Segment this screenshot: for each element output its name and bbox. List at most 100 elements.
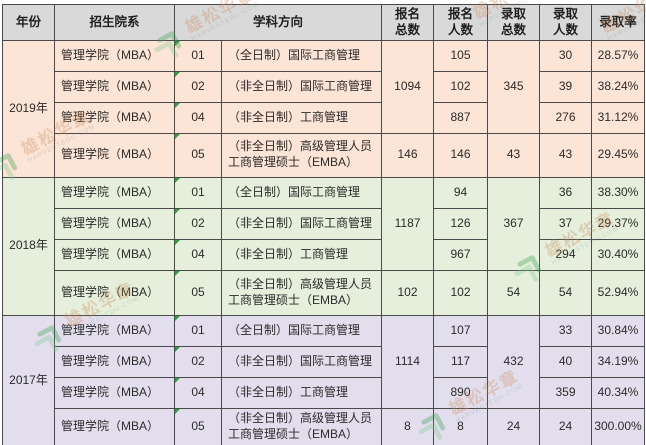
green-corner-flag-icon [175, 347, 180, 352]
code-cell: 05 [174, 407, 222, 445]
table-row: 管理学院（MBA） 04 （非全日制）工商管理 967 294 30.40% [3, 238, 646, 271]
rate-cell: 300.00% [591, 407, 646, 445]
apply-count-cell: 107 [433, 314, 489, 347]
admit-count-cell: 43 [539, 132, 593, 178]
admit-total-cell: 432 [487, 314, 541, 409]
dept-cell: 管理学院（MBA） [54, 70, 175, 103]
admit-total-cell: 54 [487, 269, 541, 316]
apply-total-cell: 8 [381, 407, 435, 445]
code-cell: 04 [174, 238, 222, 271]
dept-cell: 管理学院（MBA） [54, 376, 175, 409]
table-row: 管理学院（MBA） 02 （非全日制）国际工商管理 102 39 38.24% [3, 70, 646, 103]
admission-stats-table: 年份 招生院系 学科方向 报名 总数 报名 人数 录取 总数 录取 人数 录取率… [2, 4, 646, 445]
admit-total-cell: 367 [487, 176, 541, 271]
dept-cell: 管理学院（MBA） [54, 39, 175, 72]
program-cell: （非全日制）工商管理 [220, 376, 383, 409]
table-row: 管理学院（MBA） 05 （非全日制）高级管理人员工商管理硕士（EMBA） 10… [3, 269, 646, 316]
rate-cell: 30.40% [591, 238, 646, 271]
dept-cell: 管理学院（MBA） [54, 345, 175, 378]
admit-count-cell: 24 [539, 407, 593, 445]
code-cell: 05 [174, 132, 222, 178]
apply-total-cell: 1094 [381, 39, 435, 134]
table-row: 管理学院（MBA） 02 （非全日制）国际工商管理 126 37 29.37% [3, 207, 646, 240]
green-corner-flag-icon [175, 134, 180, 139]
program-cell: （非全日制）高级管理人员工商管理硕士（EMBA） [220, 132, 383, 178]
code-text: 05 [191, 147, 205, 162]
code-text: 02 [191, 353, 205, 368]
green-corner-flag-icon [175, 409, 180, 414]
admit-total-cell: 24 [487, 407, 541, 445]
admit-count-cell: 359 [539, 376, 593, 409]
rate-cell: 38.30% [591, 176, 646, 209]
code-cell: 05 [174, 269, 222, 316]
green-corner-flag-icon [175, 378, 180, 383]
rate-cell: 29.45% [591, 132, 646, 178]
admit-total-cell: 43 [487, 132, 541, 178]
code-text: 02 [191, 215, 205, 230]
col-header-dept: 招生院系 [54, 4, 175, 41]
year-cell: 2018年 [2, 176, 55, 316]
code-text: 02 [191, 78, 205, 93]
code-cell: 02 [174, 207, 222, 240]
table-row: 管理学院（MBA） 04 （非全日制）工商管理 887 276 31.12% [3, 101, 646, 134]
program-cell: （全日制）国际工商管理 [220, 39, 383, 72]
dept-cell: 管理学院（MBA） [54, 132, 175, 178]
code-cell: 04 [174, 101, 222, 134]
dept-cell: 管理学院（MBA） [54, 314, 175, 347]
year-cell: 2019年 [2, 39, 55, 178]
rate-cell: 28.57% [591, 39, 646, 72]
apply-count-cell: 887 [433, 101, 489, 134]
rate-cell: 31.12% [591, 101, 646, 134]
table-row: 管理学院（MBA） 05 （非全日制）高级管理人员工商管理硕士（EMBA） 8 … [3, 407, 646, 445]
code-text: 01 [191, 184, 205, 199]
apply-total-cell: 1187 [381, 176, 435, 271]
program-cell: （非全日制）工商管理 [220, 238, 383, 271]
col-header-rate: 录取率 [591, 4, 646, 41]
apply-count-cell: 102 [433, 269, 489, 316]
rate-cell: 29.37% [591, 207, 646, 240]
code-text: 05 [191, 419, 205, 434]
apply-count-cell: 8 [433, 407, 489, 445]
program-cell: （非全日制）国际工商管理 [220, 70, 383, 103]
program-cell: （全日制）国际工商管理 [220, 176, 383, 209]
dept-cell: 管理学院（MBA） [54, 207, 175, 240]
apply-count-cell: 146 [433, 132, 489, 178]
dept-cell: 管理学院（MBA） [54, 101, 175, 134]
program-cell: （非全日制）高级管理人员工商管理硕士（EMBA） [220, 407, 383, 445]
green-corner-flag-icon [175, 72, 180, 77]
admit-count-cell: 36 [539, 176, 593, 209]
apply-count-cell: 94 [433, 176, 489, 209]
apply-count-cell: 126 [433, 207, 489, 240]
dept-cell: 管理学院（MBA） [54, 238, 175, 271]
apply-total-cell: 146 [381, 132, 435, 178]
code-cell: 04 [174, 376, 222, 409]
year-cell: 2017年 [2, 314, 55, 445]
apply-total-cell: 1114 [381, 314, 435, 409]
rate-cell: 52.94% [591, 269, 646, 316]
apply-count-cell: 102 [433, 70, 489, 103]
admit-count-cell: 54 [539, 269, 593, 316]
code-text: 05 [191, 284, 205, 299]
dept-cell: 管理学院（MBA） [54, 269, 175, 316]
apply-count-cell: 890 [433, 376, 489, 409]
admit-count-cell: 276 [539, 101, 593, 134]
green-corner-flag-icon [175, 240, 180, 245]
code-text: 04 [191, 109, 205, 124]
col-header-apply-count: 报名 人数 [433, 4, 489, 41]
apply-count-cell: 967 [433, 238, 489, 271]
green-corner-flag-icon [175, 316, 180, 321]
admit-count-cell: 294 [539, 238, 593, 271]
col-header-apply-total: 报名 总数 [381, 4, 435, 41]
program-cell: （非全日制）工商管理 [220, 101, 383, 134]
col-header-year: 年份 [2, 4, 55, 41]
rate-cell: 40.34% [591, 376, 646, 409]
code-text: 04 [191, 246, 205, 261]
admit-count-cell: 40 [539, 345, 593, 378]
admit-count-cell: 30 [539, 39, 593, 72]
code-text: 01 [191, 47, 205, 62]
green-corner-flag-icon [175, 271, 180, 276]
admit-count-cell: 37 [539, 207, 593, 240]
program-cell: （非全日制）高级管理人员工商管理硕士（EMBA） [220, 269, 383, 316]
green-corner-flag-icon [175, 178, 180, 183]
